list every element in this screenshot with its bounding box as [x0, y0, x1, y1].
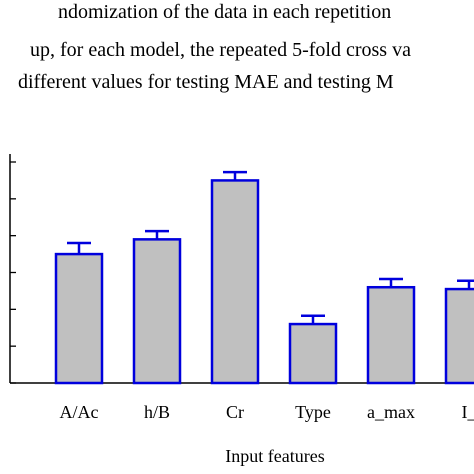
caption-line-1: ndomization of the data in each repetiti… — [58, 1, 392, 23]
x-tick-label: Type — [295, 402, 331, 422]
x-axis-label: Input features — [225, 446, 324, 466]
bar — [132, 238, 182, 385]
caption-line-3: different values for testing MAE and tes… — [18, 71, 394, 93]
x-tick-labels: A/Ac h/B Cr Type a_max I_ — [60, 402, 474, 422]
error-bars — [67, 170, 474, 325]
bar — [444, 287, 474, 385]
caption-line-2: up, for each model, the repeated 5-fold … — [30, 39, 411, 61]
bar — [54, 252, 104, 385]
figure-caption: ndomization of the data in each repetiti… — [0, 0, 474, 110]
x-tick-label: h/B — [144, 402, 170, 422]
x-tick-label: I_ — [462, 402, 474, 422]
bar — [288, 322, 338, 385]
x-tick-label: a_max — [367, 402, 415, 422]
bars — [54, 179, 474, 385]
x-tick-label: A/Ac — [60, 402, 99, 422]
bar — [366, 285, 416, 385]
x-tick-label: Cr — [226, 402, 244, 422]
bar — [210, 179, 260, 385]
